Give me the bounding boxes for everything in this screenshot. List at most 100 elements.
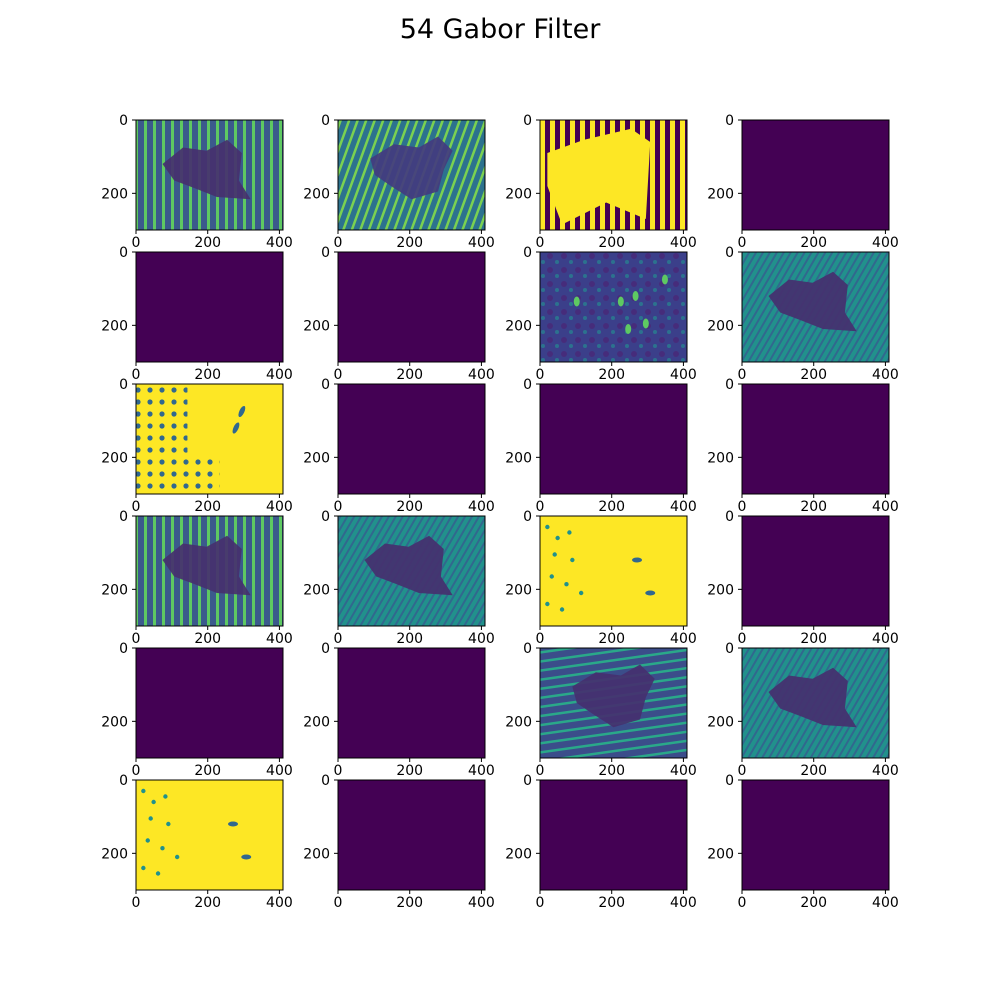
x-tick-label: 0 (132, 763, 141, 779)
y-tick-label: 200 (303, 186, 330, 202)
x-tick-label: 200 (800, 763, 827, 779)
subplot-19: 0 200 400 0 200 (505, 641, 697, 779)
y-tick-label: 0 (321, 773, 330, 789)
subplot-frame (539, 251, 688, 363)
x-tick-label: 200 (396, 631, 423, 647)
subplot-20: 0 200 400 0 200 (707, 641, 899, 779)
y-tick-label: 0 (119, 113, 128, 129)
x-tick-label: 400 (266, 367, 293, 383)
y-tick-label: 0 (725, 641, 734, 657)
subplot-2: 0 200 400 0 200 (303, 113, 495, 251)
y-tick-label: 0 (119, 245, 128, 261)
x-tick-label: 0 (132, 499, 141, 515)
x-tick-label: 0 (536, 763, 545, 779)
subplot-frame (135, 383, 284, 495)
y-tick-label: 200 (707, 450, 734, 466)
x-tick-label: 200 (396, 763, 423, 779)
y-tick-label: 200 (707, 714, 734, 730)
x-tick-label: 0 (738, 235, 747, 251)
x-tick-label: 0 (738, 895, 747, 911)
x-tick-label: 400 (468, 235, 495, 251)
y-tick-label: 200 (707, 582, 734, 598)
subplot-frame (135, 515, 284, 627)
y-tick-label: 200 (707, 186, 734, 202)
subplot-image (136, 780, 283, 890)
subplot-4: 0 200 400 0 200 (707, 113, 899, 251)
y-tick-label: 0 (725, 773, 734, 789)
x-tick-label: 0 (334, 235, 343, 251)
subplot-23: 0 200 400 0 200 (505, 773, 697, 911)
subplot-image (338, 252, 485, 362)
x-tick-label: 200 (598, 499, 625, 515)
x-tick-label: 0 (738, 499, 747, 515)
x-tick-label: 200 (194, 631, 221, 647)
subplot-frame (539, 779, 688, 891)
subplot-frame (337, 119, 486, 231)
x-tick-label: 200 (194, 763, 221, 779)
x-tick-label: 400 (670, 499, 697, 515)
x-tick-label: 200 (194, 367, 221, 383)
subplot-image (338, 384, 485, 494)
y-tick-label: 200 (505, 318, 532, 334)
subplot-image (742, 252, 889, 362)
y-tick-label: 200 (303, 318, 330, 334)
subplot-18: 0 200 400 0 200 (303, 641, 495, 779)
subplot-frame (539, 515, 688, 627)
subplot-frame (135, 779, 284, 891)
x-tick-label: 200 (396, 895, 423, 911)
x-tick-label: 400 (670, 763, 697, 779)
x-tick-label: 400 (266, 895, 293, 911)
subplot-frame (337, 251, 486, 363)
x-tick-label: 0 (132, 895, 141, 911)
y-tick-label: 200 (101, 186, 128, 202)
y-tick-label: 0 (321, 377, 330, 393)
y-tick-label: 0 (321, 113, 330, 129)
x-tick-label: 0 (334, 367, 343, 383)
x-tick-label: 0 (738, 367, 747, 383)
subplot-image (338, 120, 485, 230)
subplot-image (136, 252, 283, 362)
x-tick-label: 0 (132, 235, 141, 251)
x-tick-label: 0 (536, 367, 545, 383)
x-tick-label: 200 (598, 763, 625, 779)
subplot-image (338, 516, 485, 626)
x-tick-label: 0 (536, 499, 545, 515)
y-tick-label: 200 (303, 582, 330, 598)
y-tick-label: 200 (303, 846, 330, 862)
subplot-frame (337, 515, 486, 627)
x-tick-label: 200 (800, 499, 827, 515)
y-tick-label: 200 (505, 186, 532, 202)
y-tick-label: 0 (725, 113, 734, 129)
figure-title: 54 Gabor Filter (399, 14, 601, 45)
x-tick-label: 400 (468, 499, 495, 515)
x-tick-label: 200 (800, 631, 827, 647)
subplot-13: 0 200 400 0 200 (101, 509, 293, 647)
x-tick-label: 0 (536, 235, 545, 251)
subplot-9: 0 200 400 0 200 (101, 377, 293, 515)
x-tick-label: 400 (872, 631, 899, 647)
y-tick-label: 200 (101, 450, 128, 466)
x-tick-label: 200 (396, 499, 423, 515)
y-tick-label: 200 (707, 318, 734, 334)
x-tick-label: 0 (132, 631, 141, 647)
x-tick-label: 200 (598, 367, 625, 383)
x-tick-label: 200 (598, 895, 625, 911)
y-tick-label: 200 (505, 450, 532, 466)
x-tick-label: 400 (468, 763, 495, 779)
subplot-image (742, 384, 889, 494)
subplot-image (136, 384, 283, 494)
subplot-frame (135, 647, 284, 759)
subplot-24: 0 200 400 0 200 (707, 773, 899, 911)
y-tick-label: 200 (505, 846, 532, 862)
x-tick-label: 200 (396, 235, 423, 251)
y-tick-label: 0 (523, 113, 532, 129)
x-tick-label: 400 (266, 763, 293, 779)
x-tick-label: 0 (334, 631, 343, 647)
x-tick-label: 400 (670, 235, 697, 251)
x-tick-label: 400 (872, 367, 899, 383)
y-tick-label: 0 (523, 509, 532, 525)
x-tick-label: 200 (194, 499, 221, 515)
x-tick-label: 200 (800, 367, 827, 383)
subplot-image (136, 120, 283, 230)
subplot-frame (337, 647, 486, 759)
